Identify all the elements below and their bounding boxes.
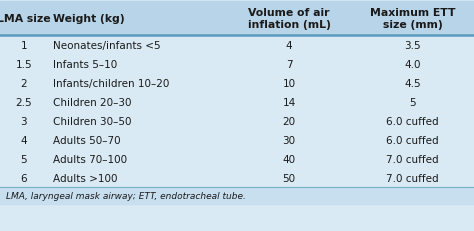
- Text: Adults 50–70: Adults 50–70: [53, 135, 121, 145]
- Text: 7: 7: [286, 59, 292, 70]
- Text: Volume of air
inflation (mL): Volume of air inflation (mL): [248, 8, 330, 30]
- Text: Infants 5–10: Infants 5–10: [53, 59, 118, 70]
- Text: 4.5: 4.5: [404, 78, 421, 88]
- Bar: [0, 93, 474, 112]
- Bar: [0, 112, 474, 131]
- Text: 10: 10: [283, 78, 296, 88]
- Text: Weight (kg): Weight (kg): [53, 14, 125, 24]
- Bar: [0, 188, 474, 204]
- Text: Neonates/infants <5: Neonates/infants <5: [53, 40, 161, 51]
- Bar: [0, 55, 474, 74]
- Text: 7.0 cuffed: 7.0 cuffed: [386, 154, 439, 164]
- Text: 1: 1: [20, 40, 27, 51]
- Bar: [0, 131, 474, 150]
- Text: 3: 3: [20, 116, 27, 126]
- Text: 14: 14: [283, 97, 296, 107]
- Bar: [0, 74, 474, 93]
- Text: Infants/children 10–20: Infants/children 10–20: [53, 78, 170, 88]
- Text: 5: 5: [20, 154, 27, 164]
- Text: 6.0 cuffed: 6.0 cuffed: [386, 135, 439, 145]
- Text: 20: 20: [283, 116, 296, 126]
- Text: Adults 70–100: Adults 70–100: [53, 154, 127, 164]
- Text: 4: 4: [286, 40, 292, 51]
- Bar: [0, 36, 474, 55]
- Text: 50: 50: [283, 173, 296, 183]
- Text: 2: 2: [20, 78, 27, 88]
- Text: 6: 6: [20, 173, 27, 183]
- Text: 5: 5: [409, 97, 416, 107]
- Text: Children 30–50: Children 30–50: [53, 116, 132, 126]
- Text: 40: 40: [283, 154, 296, 164]
- Text: Maximum ETT
size (mm): Maximum ETT size (mm): [370, 8, 455, 30]
- Text: 30: 30: [283, 135, 296, 145]
- Text: 1.5: 1.5: [15, 59, 32, 70]
- Text: 3.5: 3.5: [404, 40, 421, 51]
- Text: 4: 4: [20, 135, 27, 145]
- Text: Adults >100: Adults >100: [53, 173, 118, 183]
- Bar: [0, 2, 474, 36]
- Text: Children 20–30: Children 20–30: [53, 97, 132, 107]
- Text: 2.5: 2.5: [15, 97, 32, 107]
- Text: 6.0 cuffed: 6.0 cuffed: [386, 116, 439, 126]
- Bar: [0, 150, 474, 169]
- Text: 4.0: 4.0: [404, 59, 420, 70]
- Bar: [0, 169, 474, 188]
- Text: 7.0 cuffed: 7.0 cuffed: [386, 173, 439, 183]
- Text: LMA, laryngeal mask airway; ETT, endotracheal tube.: LMA, laryngeal mask airway; ETT, endotra…: [6, 191, 246, 200]
- Text: LMA size: LMA size: [0, 14, 51, 24]
